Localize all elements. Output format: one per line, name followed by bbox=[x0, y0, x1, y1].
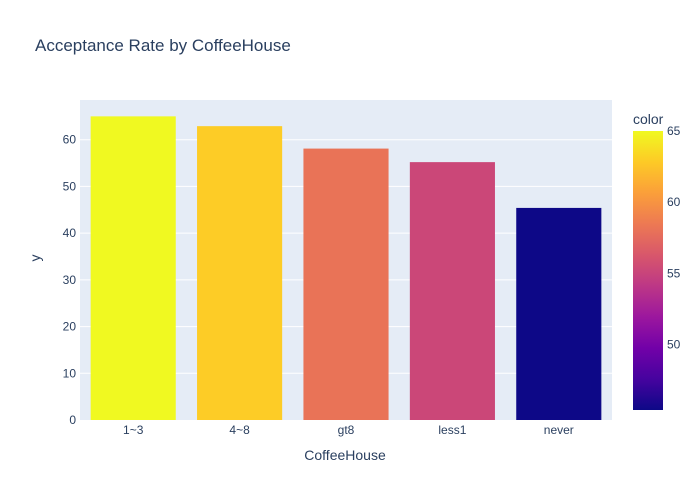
colorbar-title: color bbox=[633, 111, 664, 127]
y-axis-ticks: 0 10 20 30 40 50 60 bbox=[63, 133, 77, 427]
y-axis-title: y bbox=[27, 255, 43, 262]
y-tick-label: 20 bbox=[63, 320, 77, 334]
x-axis-ticks: 1~3 4~8 gt8 less1 never bbox=[123, 423, 574, 437]
chart-title: Acceptance Rate by CoffeeHouse bbox=[35, 36, 291, 55]
x-tick-label: gt8 bbox=[338, 423, 355, 437]
bar-1[interactable] bbox=[197, 126, 283, 420]
bar-2[interactable] bbox=[303, 148, 389, 421]
colorbar-tick-label: 55 bbox=[667, 266, 681, 280]
x-tick-label: never bbox=[544, 423, 574, 437]
x-tick-label: 1~3 bbox=[123, 423, 144, 437]
y-tick-label: 10 bbox=[63, 366, 77, 380]
x-axis-title: CoffeeHouse bbox=[304, 447, 386, 463]
bar-4[interactable] bbox=[516, 207, 602, 420]
bar-0[interactable] bbox=[90, 116, 176, 420]
y-tick-label: 40 bbox=[63, 226, 77, 240]
y-tick-label: 60 bbox=[63, 133, 77, 147]
x-tick-label: 4~8 bbox=[229, 423, 250, 437]
y-tick-label: 50 bbox=[63, 179, 77, 193]
colorbar-tick-label: 60 bbox=[667, 195, 681, 209]
colorbar bbox=[633, 131, 663, 410]
colorbar-ticks: 50 55 60 65 bbox=[667, 124, 681, 352]
y-tick-label: 30 bbox=[63, 273, 77, 287]
colorbar-tick-label: 50 bbox=[667, 338, 681, 352]
y-tick-label: 0 bbox=[69, 413, 76, 427]
bars bbox=[90, 116, 602, 421]
x-tick-label: less1 bbox=[438, 423, 466, 437]
bar-3[interactable] bbox=[409, 162, 495, 420]
colorbar-tick-label: 65 bbox=[667, 124, 681, 138]
